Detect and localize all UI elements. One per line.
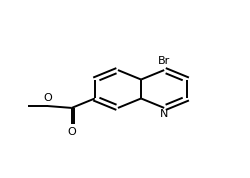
Text: O: O xyxy=(67,127,76,137)
Text: Br: Br xyxy=(158,56,170,66)
Text: O: O xyxy=(43,93,52,103)
Text: N: N xyxy=(160,109,168,119)
